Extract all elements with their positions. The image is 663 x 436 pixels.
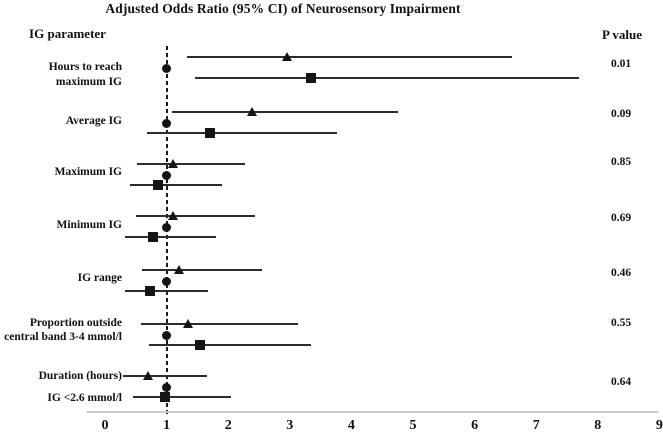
p-value: 0.85: [610, 156, 632, 168]
x-tick-label: 5: [409, 418, 417, 433]
chart-title: Adjusted Odds Ratio (95% CI) of Neurosen…: [105, 1, 461, 16]
square-marker: [306, 73, 317, 83]
triangle-marker: [246, 107, 257, 116]
circle-marker: [161, 277, 171, 286]
circle-marker: [161, 331, 171, 340]
p-value: 0.69: [610, 212, 632, 224]
ci-line-triangle: [141, 269, 263, 271]
x-tick-label: 0: [101, 418, 109, 433]
triangle-marker: [143, 371, 154, 380]
row-label: Duration (hours): [38, 370, 122, 382]
ci-line-triangle: [171, 111, 398, 113]
row-label: maximum IG: [55, 76, 122, 88]
square-marker: [194, 340, 205, 350]
circle-marker: [161, 171, 171, 180]
ci-line-square: [146, 132, 337, 134]
ci-line-square: [194, 77, 580, 79]
square-marker: [152, 180, 163, 190]
row-label: Maximum IG: [54, 166, 122, 178]
x-tick-label: 2: [224, 418, 232, 433]
row-label: IG range: [77, 272, 122, 284]
p-value-column-header: P value: [601, 27, 643, 42]
x-tick-label: 7: [532, 418, 540, 433]
ci-line-triangle: [141, 323, 298, 325]
ci-line-square: [130, 184, 223, 186]
triangle-marker: [167, 211, 178, 220]
ci-line-triangle: [186, 56, 512, 58]
p-value: 0.09: [610, 108, 632, 120]
triangle-marker: [281, 52, 292, 61]
row-label: Hours to reach: [48, 61, 122, 73]
circle-marker: [161, 223, 171, 232]
row-label: Proportion outside: [29, 317, 122, 329]
row-label: IG <2.6 mmol/l: [47, 392, 122, 404]
ci-line-triangle: [135, 215, 255, 217]
ci-line-triangle: [137, 163, 245, 165]
triangle-marker: [167, 159, 178, 168]
p-value: 0.46: [610, 267, 632, 279]
x-tick-label: 1: [163, 418, 171, 433]
square-marker: [204, 128, 215, 138]
triangle-marker: [173, 265, 184, 274]
row-label: Minimum IG: [56, 219, 123, 231]
x-tick-label: 4: [347, 418, 355, 433]
square-marker: [160, 392, 171, 402]
x-tick-label: 8: [594, 418, 602, 433]
circle-marker: [161, 119, 171, 128]
x-tick-label: 9: [655, 418, 663, 433]
square-marker: [144, 286, 155, 296]
ci-line-square: [125, 290, 208, 292]
circle-marker: [161, 64, 171, 73]
row-label: Average IG: [65, 115, 122, 127]
x-axis-line: [87, 411, 658, 413]
p-value: 0.55: [610, 317, 632, 329]
ci-line-square: [132, 396, 232, 398]
p-value: 0.01: [610, 58, 632, 70]
x-tick-label: 6: [471, 418, 479, 433]
triangle-marker: [183, 319, 194, 328]
x-tick-label: 3: [286, 418, 294, 433]
ci-line-square: [125, 236, 216, 238]
row-label: central band 3-4 mmol/l: [4, 331, 122, 343]
ig-parameter-column-header: IG parameter: [29, 26, 106, 41]
p-value: 0.64: [610, 376, 632, 388]
ci-line-triangle: [123, 375, 207, 377]
square-marker: [148, 232, 159, 242]
ci-line-square: [148, 344, 312, 346]
circle-marker: [161, 383, 171, 392]
